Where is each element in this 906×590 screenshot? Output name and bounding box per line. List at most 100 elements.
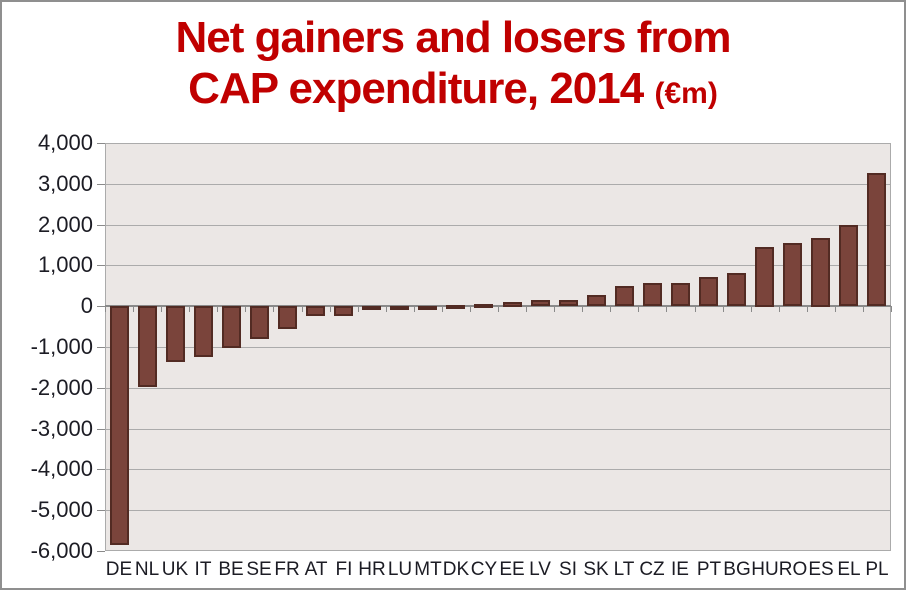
y-axis-label-2000: 2,000 (37, 212, 93, 237)
x-axis-label-EE: EE (499, 559, 525, 580)
x-tick-13 (470, 306, 471, 312)
bar-PL (867, 173, 886, 306)
bar-FI (334, 306, 353, 316)
x-axis-label-DK: DK (442, 559, 470, 580)
x-axis-label-BG: BG (723, 559, 751, 580)
y-axis-label-0: 0 (80, 293, 93, 318)
x-axis-label-PT: PT (696, 559, 722, 580)
gridline-2000 (105, 225, 891, 226)
x-axis-label-RO: RO (778, 559, 808, 580)
x-axis-label-SE: SE (246, 559, 272, 580)
x-tick-5 (245, 306, 246, 312)
x-tick-18 (610, 306, 611, 312)
x-axis-label-MT: MT (414, 559, 442, 580)
y-axis-label--5000: -5,000 (30, 497, 93, 522)
x-axis-label-EL: EL (837, 559, 861, 580)
bar-AT (306, 306, 325, 316)
x-axis-label-BE: BE (218, 559, 244, 580)
x-axis-label-SI: SI (559, 559, 577, 580)
bar-EE (503, 302, 522, 307)
x-tick-24 (779, 306, 780, 312)
x-tick-11 (414, 306, 415, 312)
x-tick-1 (133, 306, 134, 312)
x-axis-label-CZ: CZ (639, 559, 665, 580)
bar-UK (166, 306, 185, 362)
x-tick-15 (526, 306, 527, 312)
y-axis-label--4000: -4,000 (30, 456, 93, 481)
x-tick-14 (498, 306, 499, 312)
x-tick-21 (695, 306, 696, 312)
y-axis-label-4000: 4,000 (37, 130, 93, 155)
x-tick-10 (386, 306, 387, 312)
x-tick-20 (666, 306, 667, 312)
y-axis-label-1000: 1,000 (37, 252, 93, 277)
x-axis-label-SK: SK (583, 559, 609, 580)
gridline--3000 (105, 429, 891, 430)
y-tick-2000 (97, 225, 105, 226)
y-tick--2000 (97, 388, 105, 389)
chart-title-line1: Net gainers and losers from (175, 13, 732, 62)
x-tick-25 (807, 306, 808, 312)
bar-DE (110, 306, 129, 545)
x-axis-label-IE: IE (671, 559, 689, 580)
bar-BG (727, 273, 746, 306)
x-axis-label-IT: IT (194, 559, 212, 580)
bar-LT (615, 286, 634, 306)
bar-HR (362, 306, 381, 310)
chart-title: Net gainers and losers from CAP expendit… (2, 12, 904, 114)
chart-title-line2-text: CAP expenditure, 2014 (188, 64, 644, 114)
x-axis-label-ES: ES (808, 559, 834, 580)
bar-FR (278, 306, 297, 329)
x-axis-label-HR: HR (358, 559, 386, 580)
bar-LU (390, 306, 409, 310)
y-tick--4000 (97, 469, 105, 470)
x-tick-27 (863, 306, 864, 312)
bar-PT (699, 277, 718, 306)
x-axis-label-AT: AT (304, 559, 328, 580)
x-tick-26 (835, 306, 836, 312)
x-tick-6 (273, 306, 274, 312)
chart-title-line2: CAP expenditure, 2014 (€m) (2, 63, 904, 114)
y-tick--3000 (97, 429, 105, 430)
x-tick-16 (554, 306, 555, 312)
gridline-3000 (105, 184, 891, 185)
bar-HU (755, 247, 774, 307)
y-tick-4000 (97, 143, 105, 144)
bar-MT (418, 306, 437, 310)
x-axis-label-PL: PL (865, 559, 889, 580)
x-axis-label-FI: FI (335, 559, 353, 580)
gridline--4000 (105, 469, 891, 470)
x-tick-19 (638, 306, 639, 312)
y-tick--1000 (97, 347, 105, 348)
y-tick-1000 (97, 265, 105, 266)
bar-LV (531, 300, 550, 306)
x-tick-7 (302, 306, 303, 312)
x-axis-label-LT: LT (613, 559, 635, 580)
gridline--1000 (105, 347, 891, 348)
x-axis-label-UK: UK (161, 559, 189, 580)
x-axis-label-LV: LV (529, 559, 551, 580)
bar-NL (138, 306, 157, 387)
y-tick-0 (97, 306, 105, 307)
x-tick-0 (105, 306, 106, 312)
x-axis-label-NL: NL (134, 559, 160, 580)
bar-DK (446, 305, 465, 309)
y-axis-label--1000: -1,000 (30, 334, 93, 359)
y-axis-label--3000: -3,000 (30, 416, 93, 441)
x-tick-12 (442, 306, 443, 312)
x-tick-8 (330, 306, 331, 312)
x-axis-label-CY: CY (470, 559, 498, 580)
x-tick-17 (582, 306, 583, 312)
x-tick-23 (751, 306, 752, 312)
x-axis-label-HU: HU (751, 559, 779, 580)
chart-title-unit: (€m) (654, 77, 718, 111)
x-tick-9 (358, 306, 359, 312)
x-axis-label-FR: FR (274, 559, 300, 580)
bar-IT (194, 306, 213, 357)
bar-SK (587, 295, 606, 306)
bar-RO (783, 243, 802, 306)
bar-SI (559, 300, 578, 306)
bar-EL (839, 225, 858, 306)
x-axis-label-LU: LU (387, 559, 413, 580)
